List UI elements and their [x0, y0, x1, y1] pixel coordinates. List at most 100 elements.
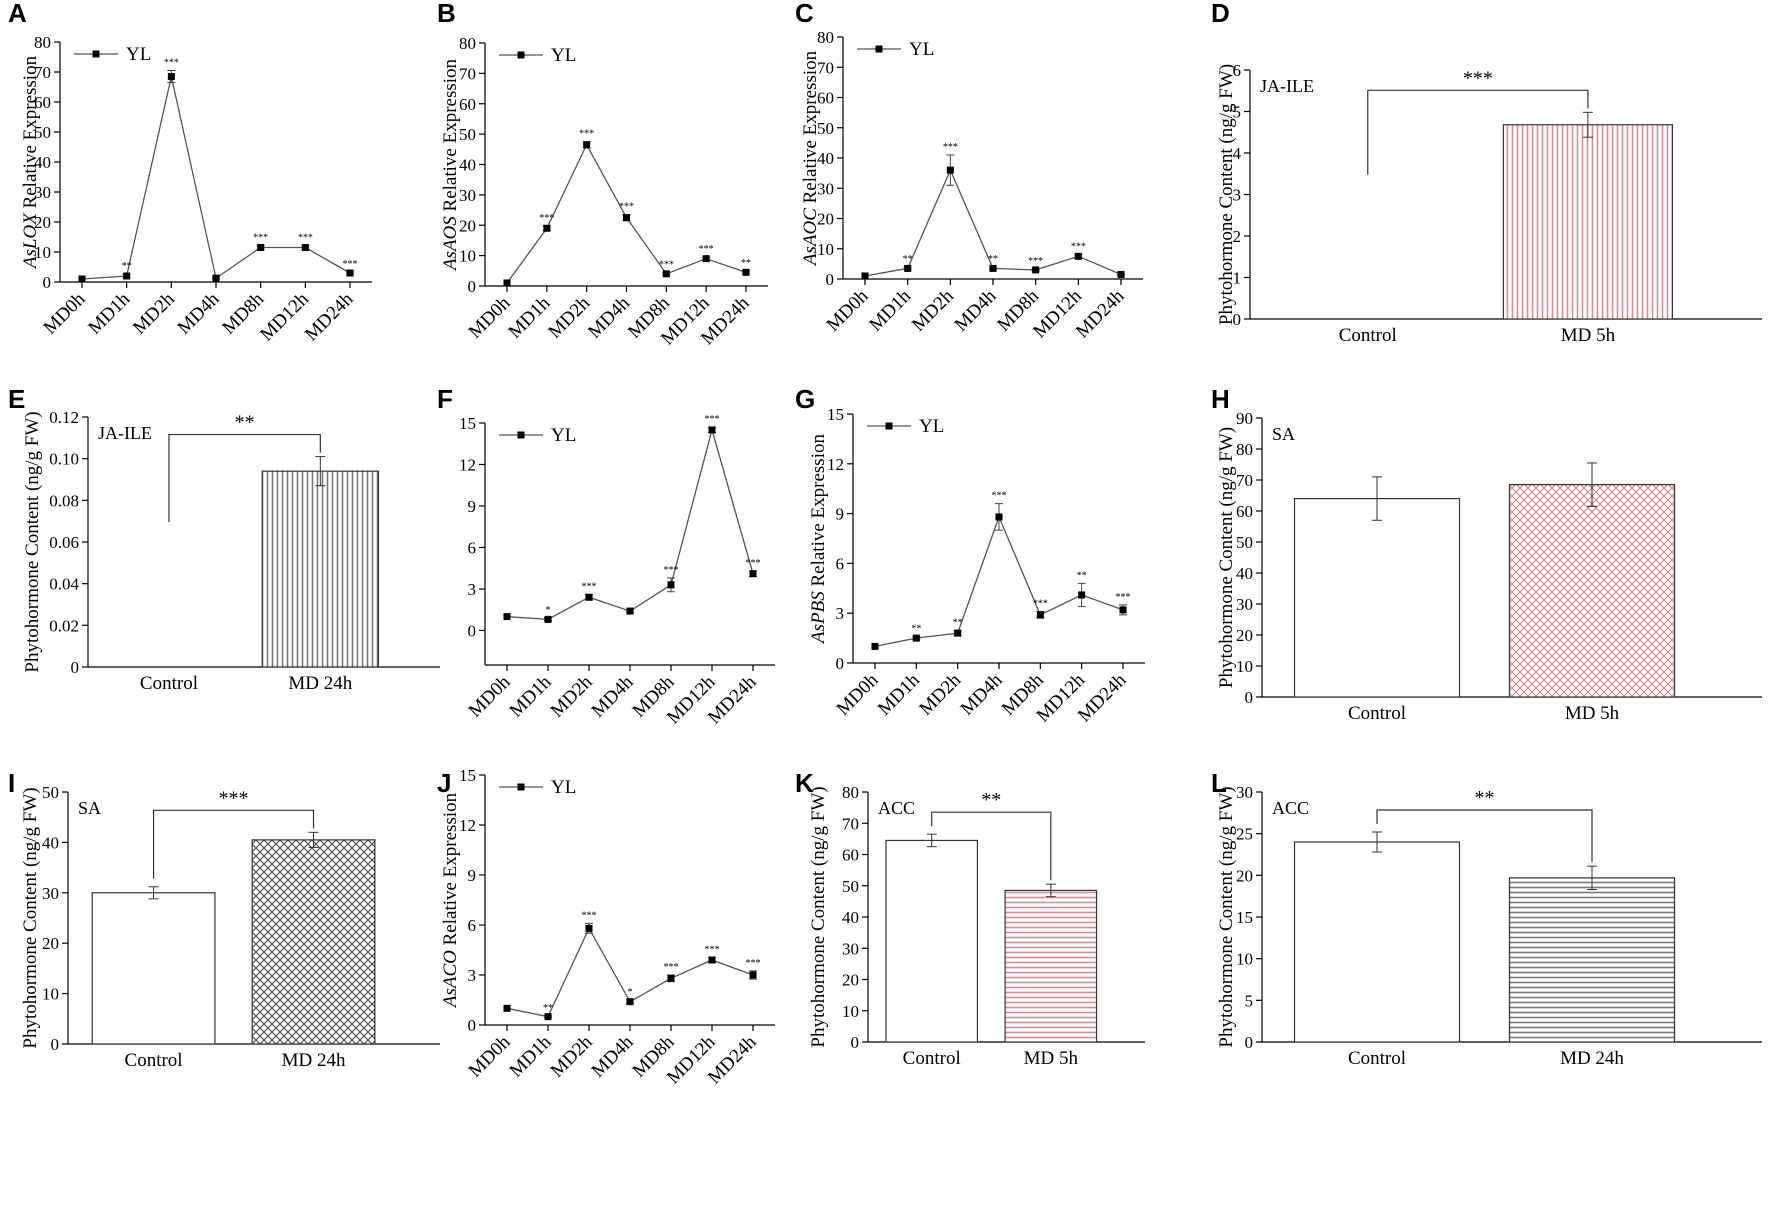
significance-marker: **: [988, 254, 998, 265]
y-tick-label: 20: [34, 213, 51, 232]
gene-name: AsLOX: [20, 212, 41, 270]
y-axis-label-rest: Relative Expression: [808, 434, 829, 592]
significance-marker: ***: [1463, 67, 1493, 89]
data-point: [167, 73, 175, 80]
y-tick-label: 2: [1233, 227, 1242, 246]
x-tick-label: MD2h: [547, 1031, 597, 1081]
bar: [251, 839, 376, 1045]
panel-c: C 0 10 20 30 40 50 60 70 80 AsAOC Relative Express…: [795, 0, 1143, 342]
y-tick-label: 15: [1236, 908, 1253, 927]
x-tick-label: MD0h: [465, 292, 515, 342]
inset-label: ACC: [878, 798, 915, 818]
x-tick-label: MD 5h: [1024, 1048, 1079, 1069]
panel-letter: E: [8, 384, 25, 414]
inset-label: JA-ILE: [98, 423, 152, 443]
y-tick-label: 0.10: [49, 450, 79, 469]
y-tick-label: 0.02: [49, 616, 79, 635]
panel-letter: D: [1211, 0, 1230, 28]
legend-label: YL: [126, 44, 151, 65]
data-point: [503, 279, 511, 287]
series-line-yl: [506, 427, 754, 621]
significance-marker: **: [903, 254, 913, 265]
x-tick-label: MD 24h: [1560, 1048, 1624, 1069]
data-point: [1036, 611, 1044, 619]
panel-letter: H: [1211, 384, 1230, 414]
data-point: [544, 1013, 552, 1021]
significance-marker: ***: [699, 244, 714, 255]
data-point: [662, 270, 670, 278]
x-tick-label: MD4h: [588, 1031, 638, 1081]
y-tick-label: 15: [459, 414, 476, 433]
x-tick-label: MD1h: [504, 292, 554, 342]
y-tick-label: 60: [34, 93, 51, 112]
x-tick-label: MD2h: [544, 292, 594, 342]
x-tick-label: MD2h: [915, 669, 965, 719]
y-axis-label: Phytohormone Content (ng/g FW): [1216, 786, 1237, 1047]
significance-marker: ***: [343, 259, 358, 270]
significance-marker: ***: [746, 958, 761, 969]
data-point: [1032, 266, 1040, 274]
data-point: [667, 581, 675, 589]
y-tick-label: 30: [1236, 595, 1253, 614]
y-tick-label: 3: [468, 580, 477, 599]
x-tick-label: MD2h: [908, 285, 958, 335]
y-tick-label: 30: [842, 939, 859, 958]
y-axis-label: AsPBS Relative Expression: [808, 434, 829, 645]
data-point: [503, 1004, 511, 1012]
y-tick-label: 50: [459, 125, 476, 144]
data-point: [301, 244, 309, 251]
y-tick-label: 0: [1245, 1033, 1254, 1052]
y-tick-label: 0: [826, 270, 835, 289]
y-axis-label-rest: Relative Expression: [440, 792, 461, 950]
x-tick-label: MD 5h: [1565, 703, 1620, 724]
series-line-yl: [81, 76, 351, 280]
y-tick-label: 0.06: [49, 533, 79, 552]
significance-marker: **: [981, 789, 1001, 811]
y-tick-label: 0: [851, 1033, 860, 1052]
panel-letter: B: [437, 0, 456, 28]
legend-marker: [517, 783, 525, 791]
panel-a: A 0 10 20 30 40 50 60 70 80 AsLOX Relative Express…: [8, 0, 372, 345]
legend-label: YL: [919, 416, 944, 437]
legend-label: YL: [909, 39, 934, 60]
y-tick-label: 10: [1236, 657, 1253, 676]
significance-marker: ***: [1116, 592, 1131, 603]
x-tick-label: MD0h: [833, 669, 883, 719]
y-tick-label: 20: [842, 971, 859, 990]
panel-letter: I: [8, 768, 15, 798]
significance-marker: ***: [219, 787, 249, 809]
y-tick-label: 50: [1236, 533, 1253, 552]
significance-marker: ***: [1033, 599, 1048, 610]
y-tick-label: 40: [817, 149, 834, 168]
significance-marker: **: [122, 261, 132, 272]
data-point: [623, 214, 630, 222]
panel-letter: F: [437, 384, 453, 414]
data-point: [946, 166, 954, 174]
y-tick-label: 70: [842, 814, 859, 833]
bar: [1293, 498, 1461, 698]
x-tick-label: Control: [140, 673, 198, 694]
x-tick-label: MD2h: [129, 288, 179, 338]
significance-marker: ***: [1028, 256, 1043, 267]
y-tick-label: 30: [1236, 783, 1253, 802]
gene-name: AsAOC: [800, 208, 821, 267]
data-point: [702, 255, 710, 263]
gene-name: AsACO: [440, 950, 461, 1009]
data-point: [871, 642, 879, 650]
y-tick-label: 6: [468, 916, 477, 935]
y-tick-label: 10: [459, 247, 476, 266]
x-tick-label: MD1h: [874, 669, 924, 719]
y-tick-label: 0: [51, 1035, 60, 1054]
panel-letter: K: [795, 768, 814, 798]
y-tick-label: 12: [827, 455, 844, 474]
y-tick-label: 20: [817, 210, 834, 229]
y-tick-label: 40: [459, 156, 476, 175]
legend-label: YL: [551, 45, 576, 66]
y-tick-label: 4: [1233, 144, 1242, 163]
data-point: [585, 924, 593, 932]
y-tick-label: 10: [817, 240, 834, 259]
